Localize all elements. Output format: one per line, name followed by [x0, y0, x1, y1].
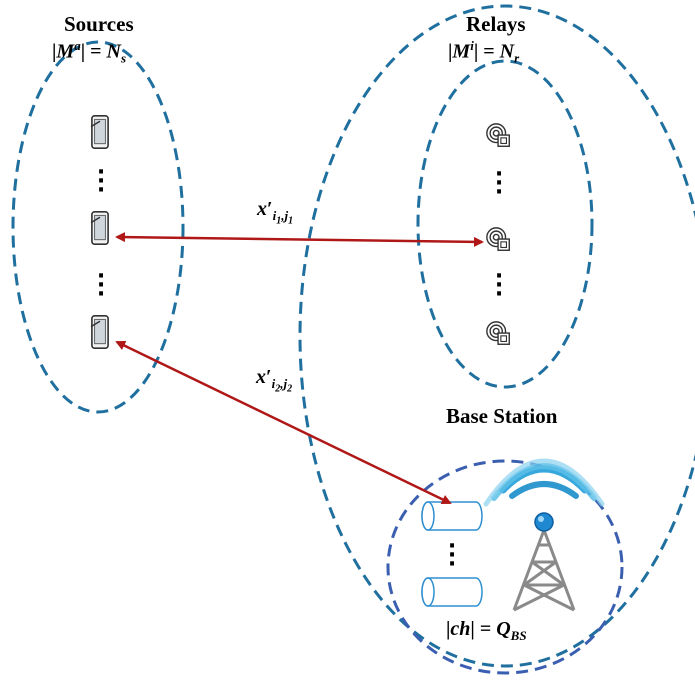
link-label-base-station: x′i2,j2: [256, 366, 293, 395]
tablet-icon[interactable]: [90, 210, 109, 246]
link-arrow-source-relay: [115, 232, 484, 247]
cell-tower-icon[interactable]: [483, 458, 605, 612]
channels-ellipsis: · · ·: [447, 534, 457, 577]
sources-ellipse: [11, 40, 185, 414]
tablet-icon[interactable]: [90, 314, 109, 350]
relay-node-icon[interactable]: [486, 321, 510, 345]
relays-ellipsis-upper: · · ·: [494, 162, 504, 205]
sources-set-label: |Ma| = Ns: [52, 38, 127, 66]
relay-node-icon[interactable]: [486, 227, 510, 251]
sources-title: Sources: [64, 12, 134, 36]
relays-inner-ellipse: [416, 59, 594, 389]
channel-cylinder-icon: [421, 577, 483, 607]
base-station-title: Base Station: [446, 404, 558, 428]
link-arrow-source-base-station: [115, 340, 452, 505]
sources-ellipsis-upper: · · ·: [96, 160, 106, 203]
link-label-relay: x′i1,j1: [257, 198, 294, 227]
relays-outer-ellipse: [298, 4, 695, 668]
channel-cylinder-icon: [421, 501, 483, 531]
channel-count-label: |ch| = QBS: [446, 618, 527, 643]
relays-title: Relays: [466, 12, 526, 36]
relay-node-icon[interactable]: [486, 123, 510, 147]
sources-ellipsis-lower: · · ·: [96, 264, 106, 307]
relays-ellipsis-lower: · · ·: [494, 264, 504, 307]
relays-set-label: |Mi| = Nr: [448, 38, 520, 66]
base-station-ellipse: [386, 459, 624, 675]
tablet-icon[interactable]: [90, 114, 109, 150]
